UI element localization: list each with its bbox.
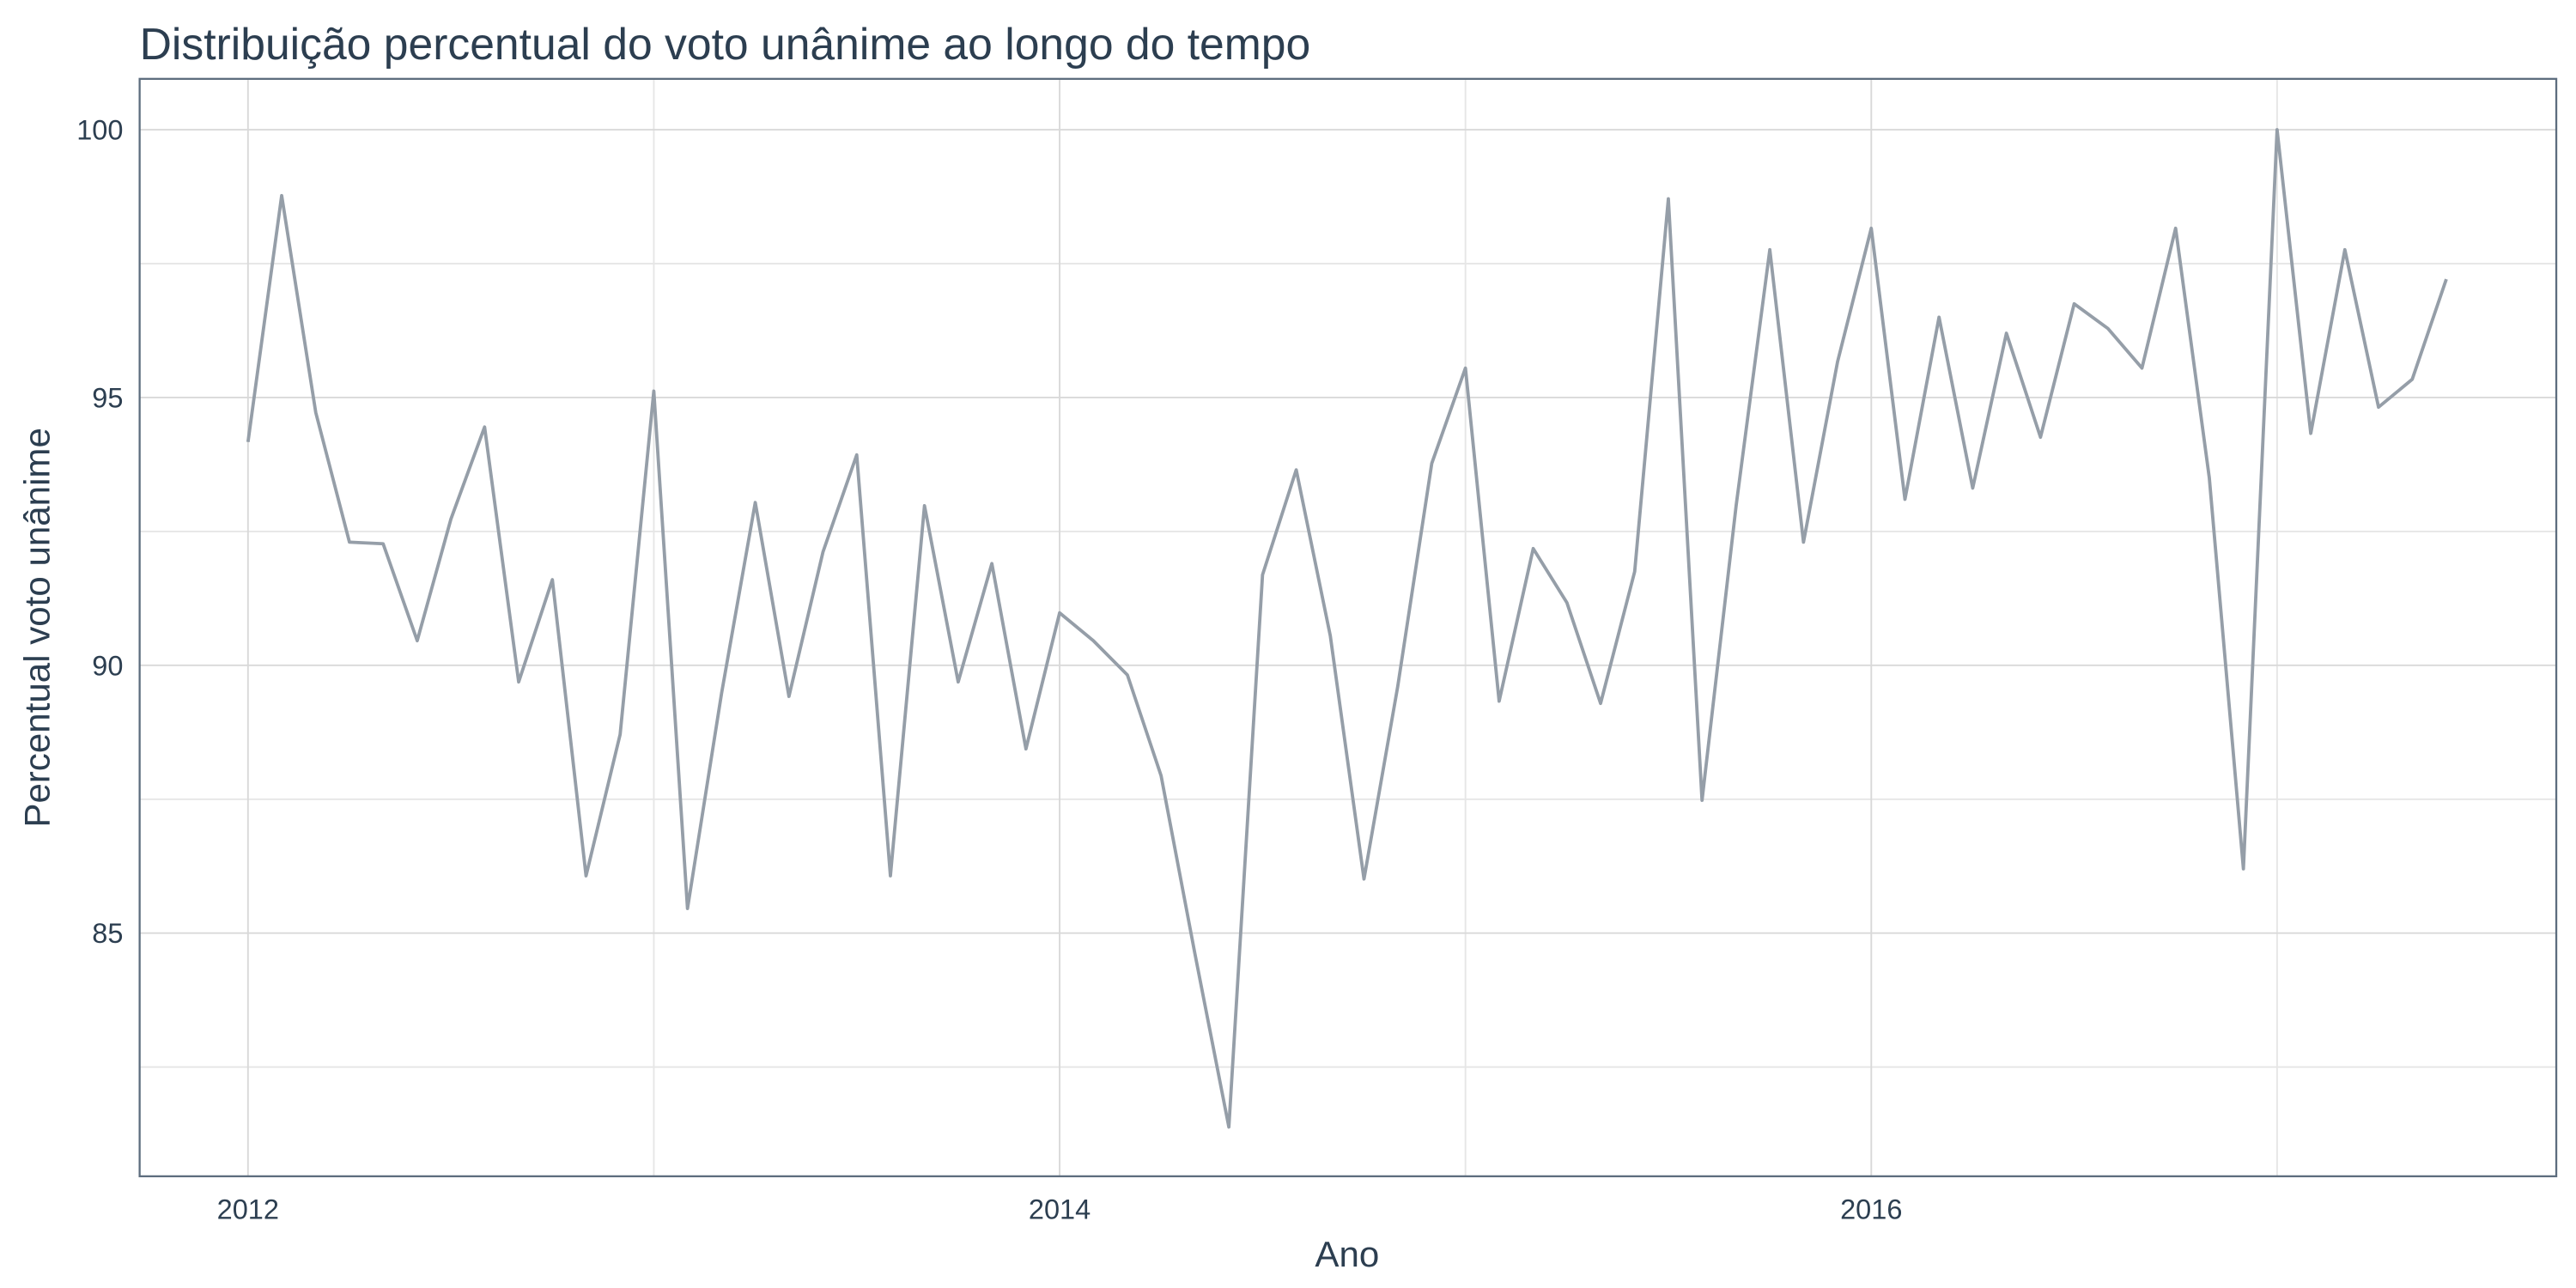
chart-title: Distribuição percentual do voto unânime … — [140, 19, 1311, 69]
x-tick-label: 2012 — [217, 1194, 279, 1225]
y-tick-label: 100 — [76, 115, 123, 146]
y-tick-label: 90 — [92, 650, 123, 681]
x-tick-label: 2016 — [1840, 1194, 1902, 1225]
y-tick-label: 85 — [92, 918, 123, 949]
x-axis-title: Ano — [1315, 1234, 1379, 1274]
y-axis-title: Percentual voto unânime — [16, 428, 57, 828]
y-tick-label: 95 — [92, 382, 123, 413]
data-line — [246, 128, 2448, 1129]
x-tick-label: 2014 — [1029, 1194, 1091, 1225]
panel-border — [138, 77, 2558, 1178]
